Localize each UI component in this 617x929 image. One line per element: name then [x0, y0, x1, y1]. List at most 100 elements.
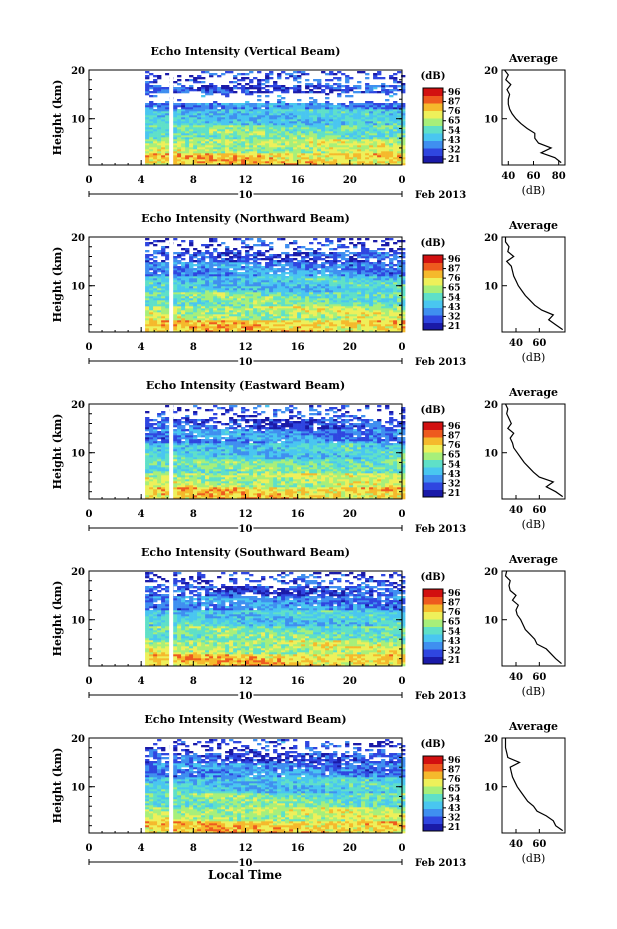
data-gap [169, 404, 174, 499]
profile-y-tick-label: 10 [484, 115, 498, 126]
date-tick-label: 10 [239, 691, 253, 702]
colorbar-swatch [423, 611, 443, 620]
colorbar-tick-label: 65 [448, 785, 461, 795]
colorbar-tick-label: 96 [448, 756, 461, 766]
colorbar-swatch [423, 422, 443, 430]
profile-frame [501, 69, 566, 166]
profile-x-label: (dB) [522, 518, 546, 531]
panel-title: Echo Intensity (Vertical Beam) [150, 45, 340, 58]
colorbar-tick-label: 54 [448, 460, 461, 470]
colorbar-swatch [423, 307, 443, 316]
colorbar-swatch [423, 125, 443, 134]
colorbar-swatch [423, 255, 443, 263]
colorbar-swatch [423, 452, 443, 460]
colorbar-swatch [423, 596, 443, 605]
colorbar-frame [422, 755, 444, 832]
profile-frame [501, 403, 566, 500]
profile-x-tick-label: 40 [509, 505, 523, 516]
colorbar-swatch [423, 756, 443, 764]
colorbar-frame [422, 421, 444, 498]
heatmap-cells [145, 71, 406, 166]
colorbar-tick-label: 43 [448, 303, 461, 313]
colorbar-tick-label: 21 [448, 489, 461, 499]
profile-title: Average [508, 219, 558, 232]
data-gap [169, 237, 174, 332]
colorbar-tick-label: 76 [448, 274, 461, 284]
colorbar-tick-label: 96 [448, 88, 461, 98]
x-axis-title: Local Time [208, 868, 282, 882]
profile-y-tick-label: 20 [484, 734, 498, 745]
x-tick-label: 20 [343, 843, 357, 854]
colorbar-swatch [423, 823, 443, 832]
y-axis-label: Height (km) [51, 414, 64, 490]
colorbar-swatch [423, 262, 443, 271]
colorbar-swatch [423, 292, 443, 301]
profile-y-tick-label: 20 [484, 66, 498, 77]
y-tick-label: 10 [71, 783, 85, 794]
profile-title: Average [508, 553, 558, 566]
colorbar-tick-label: 32 [448, 145, 461, 155]
colorbar-swatch [423, 155, 443, 164]
profile-x-tick-label: 40 [501, 171, 515, 182]
date-label: Feb 2013 [415, 190, 466, 201]
colorbar-swatch [423, 816, 443, 824]
y-tick-label: 10 [71, 616, 85, 627]
y-tick-label: 20 [71, 734, 85, 745]
x-tick-label: 12 [239, 509, 253, 520]
x-tick-label: 0 [86, 509, 93, 520]
x-tick-label: 8 [190, 175, 197, 186]
colorbar-swatch [423, 444, 443, 453]
profile-frame [501, 570, 566, 667]
y-tick-label: 20 [71, 567, 85, 578]
colorbar-tick-label: 21 [448, 155, 461, 165]
date-label: Feb 2013 [415, 524, 466, 535]
data-gap [169, 70, 174, 165]
y-axis-label: Height (km) [51, 581, 64, 657]
colorbar-swatch [423, 300, 443, 308]
heatmap-cells [145, 405, 406, 500]
colorbar-swatch [423, 322, 443, 331]
x-tick-label: 12 [239, 843, 253, 854]
profile-x-tick-label: 40 [509, 839, 523, 850]
panel-title: Echo Intensity (Northward Beam) [141, 212, 350, 225]
average-profile: Average 20 10 40 60 (dB) [484, 219, 566, 364]
colorbar-tick-label: 54 [448, 126, 461, 136]
date-label: Feb 2013 [415, 691, 466, 702]
x-tick-label: 20 [343, 342, 357, 353]
colorbar-tick-label: 32 [448, 813, 461, 823]
profile-line [504, 69, 562, 164]
colorbar-swatch [423, 95, 443, 104]
x-tick-label: 20 [343, 175, 357, 186]
y-tick-label: 10 [71, 449, 85, 460]
colorbar-swatch [423, 619, 443, 627]
colorbar-tick-label: 43 [448, 136, 461, 146]
profile-x-label: (dB) [522, 685, 546, 698]
profile-y-tick-label: 20 [484, 567, 498, 578]
colorbar-tick-label: 76 [448, 441, 461, 451]
profile-y-tick-label: 10 [484, 449, 498, 460]
colorbar-tick-label: 43 [448, 804, 461, 814]
profile-line [504, 237, 564, 331]
colorbar-swatch [423, 793, 443, 802]
profile-line [504, 738, 564, 832]
colorbar-swatch [423, 88, 443, 96]
profile-line [504, 403, 564, 498]
x-tick-label: 4 [138, 509, 145, 520]
x-tick-label: 0 [86, 843, 93, 854]
date-tick-label: 10 [239, 858, 253, 869]
panel-title: Echo Intensity (Southward Beam) [141, 546, 350, 559]
profile-line [504, 570, 562, 665]
y-axis-label: Height (km) [51, 247, 64, 323]
x-tick-label: 0 [86, 342, 93, 353]
colorbar-swatch [423, 285, 443, 293]
data-gap [169, 738, 174, 833]
profile-x-tick-label: 60 [532, 839, 546, 850]
colorbar-tick-label: 21 [448, 656, 461, 666]
x-tick-label: 16 [291, 509, 305, 520]
colorbar-tick-label: 87 [448, 98, 461, 108]
colorbar-swatch [423, 429, 443, 438]
date-tick-label: 10 [239, 357, 253, 368]
colorbar-swatch [423, 103, 443, 111]
